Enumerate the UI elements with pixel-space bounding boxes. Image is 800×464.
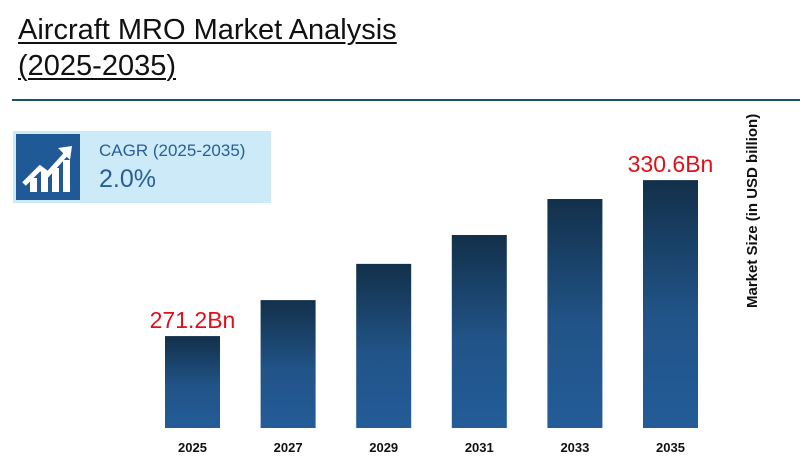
x-tick-label: 2035 — [656, 440, 685, 455]
x-tick-label: 2033 — [560, 440, 589, 455]
divider — [12, 99, 800, 101]
data-label: 271.2Bn — [150, 307, 236, 333]
title-line-2: (2025-2035) — [18, 50, 176, 82]
page-title: Aircraft MRO Market Analysis (2025-2035) — [18, 12, 397, 84]
x-tick-label: 2027 — [274, 440, 303, 455]
bar-2033 — [547, 199, 603, 428]
cagr-box: CAGR (2025-2035) 2.0% — [13, 131, 271, 203]
bar-2025 — [165, 336, 220, 428]
bar-2031 — [451, 234, 507, 428]
cagr-value: 2.0% — [99, 165, 156, 193]
cagr-label: CAGR (2025-2035) — [99, 141, 246, 160]
data-label: 330.6Bn — [628, 151, 714, 177]
bar-2035 — [643, 180, 698, 428]
title-line-1: Aircraft MRO Market Analysis — [18, 14, 397, 46]
bar-2029 — [356, 263, 412, 428]
x-tick-label: 2031 — [465, 440, 494, 455]
growth-chart-icon — [16, 134, 80, 200]
x-tick-label: 2025 — [178, 440, 207, 455]
bar-2027 — [260, 300, 316, 428]
x-tick-label: 2029 — [369, 440, 398, 455]
